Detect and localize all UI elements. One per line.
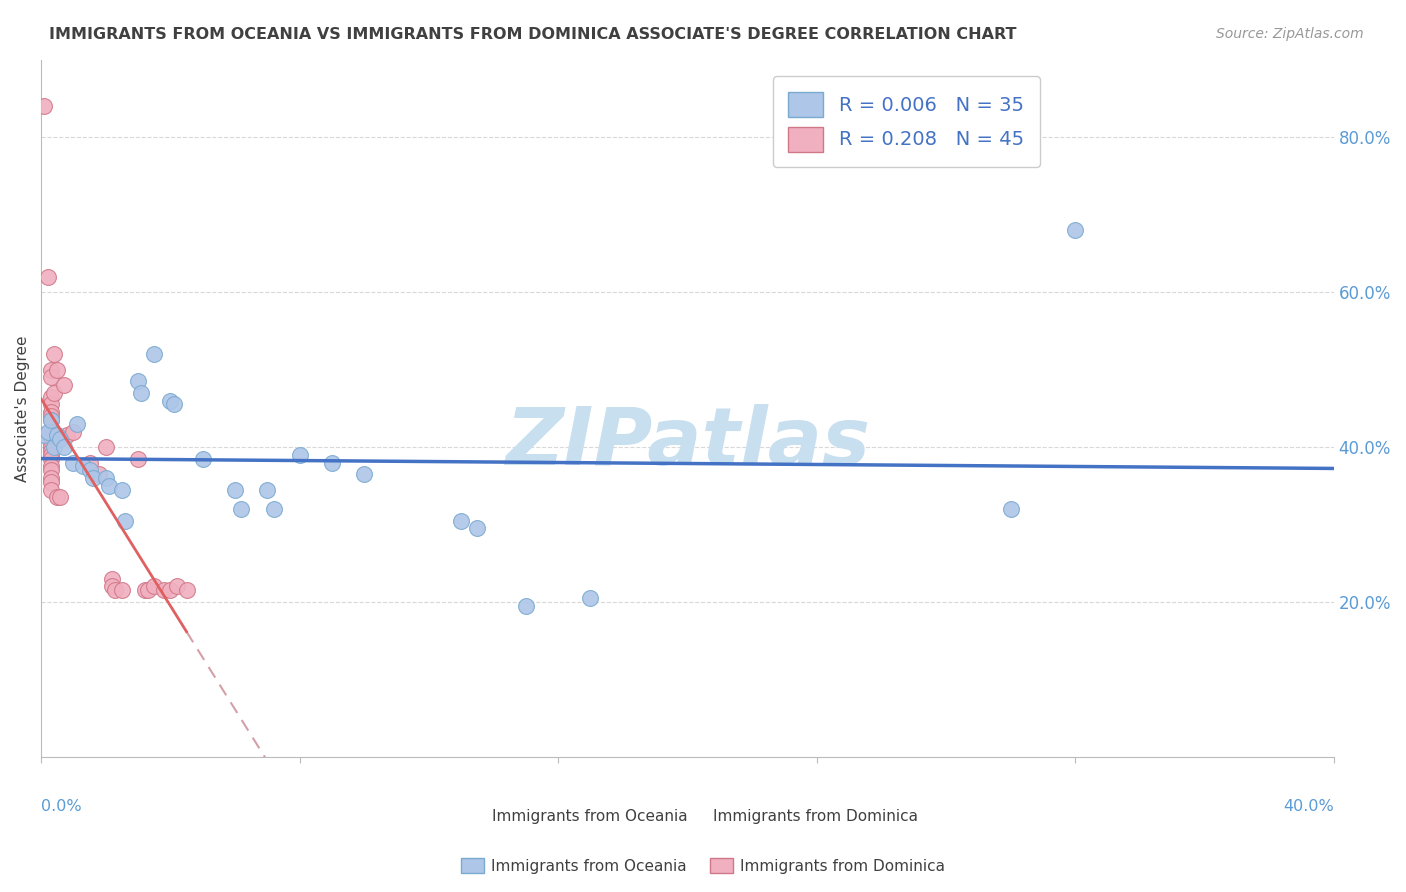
Point (39, 397, 62, 411)
Point (37, 425, 59, 439)
Point (39, 475, 62, 489)
Point (1000, 502, 1022, 516)
Point (515, 599, 537, 613)
Point (79, 456, 101, 470)
Text: 40.0%: 40.0% (1282, 799, 1334, 814)
Point (39, 370, 62, 384)
Point (321, 456, 343, 470)
Point (159, 583, 181, 598)
Point (39, 436, 62, 450)
Text: Immigrants from Dominica: Immigrants from Dominica (713, 809, 918, 824)
Point (39, 471, 62, 485)
Point (39, 409, 62, 423)
Legend: Immigrants from Oceania, Immigrants from Dominica: Immigrants from Oceania, Immigrants from… (454, 852, 952, 880)
Point (39, 451, 62, 466)
Point (39, 405, 62, 419)
Point (37, 269, 59, 284)
Point (129, 385, 152, 400)
Point (101, 572, 124, 586)
Point (62, 425, 84, 439)
Point (46, 362, 69, 376)
Point (34, 99, 56, 113)
Point (39, 443, 62, 458)
Point (39, 448, 62, 462)
Point (39, 428, 62, 442)
Point (34, 428, 56, 442)
Point (467, 521, 489, 535)
Point (39, 413, 62, 427)
Point (101, 580, 124, 594)
Point (52, 378, 75, 392)
Point (143, 580, 166, 594)
Point (82, 471, 104, 485)
Point (1064, 223, 1087, 237)
Point (66, 417, 89, 431)
Point (153, 583, 176, 598)
Point (39, 432, 62, 446)
Point (46, 491, 69, 505)
Text: IMMIGRANTS FROM OCEANIA VS IMMIGRANTS FROM DOMINICA ASSOCIATE'S DEGREE CORRELATI: IMMIGRANTS FROM OCEANIA VS IMMIGRANTS FR… (49, 27, 1017, 42)
Point (111, 483, 134, 497)
Point (114, 514, 136, 528)
Point (191, 451, 214, 466)
Point (39, 459, 62, 474)
Point (143, 347, 166, 361)
Point (224, 483, 246, 497)
Text: Source: ZipAtlas.com: Source: ZipAtlas.com (1216, 27, 1364, 41)
Y-axis label: Associate's Degree: Associate's Degree (15, 335, 30, 482)
Point (136, 583, 159, 598)
Point (39, 413, 62, 427)
Point (72, 459, 94, 474)
Text: ZIPatlas: ZIPatlas (505, 404, 870, 483)
Point (450, 514, 472, 528)
Point (579, 591, 602, 606)
Text: 0.0%: 0.0% (41, 799, 82, 814)
Point (134, 583, 156, 598)
Point (89, 467, 111, 482)
Point (56, 428, 79, 442)
Point (46, 428, 69, 442)
Point (127, 451, 149, 466)
Point (159, 393, 181, 408)
Point (176, 583, 198, 598)
Point (42, 440, 65, 454)
Point (94, 440, 117, 454)
Text: Immigrants from Oceania: Immigrants from Oceania (492, 809, 688, 824)
Point (49, 491, 72, 505)
Point (52, 440, 75, 454)
Point (256, 483, 278, 497)
Point (166, 580, 188, 594)
Point (42, 347, 65, 361)
Point (288, 448, 311, 462)
Point (79, 463, 101, 477)
Point (94, 471, 117, 485)
Point (127, 374, 149, 388)
Point (49, 432, 72, 446)
Point (98, 479, 121, 493)
Point (39, 362, 62, 376)
Point (111, 583, 134, 598)
Point (353, 467, 375, 482)
Legend: R = 0.006   N = 35, R = 0.208   N = 45: R = 0.006 N = 35, R = 0.208 N = 45 (773, 77, 1039, 167)
Point (39, 483, 62, 497)
Point (39, 390, 62, 404)
Point (39, 425, 62, 439)
Point (162, 397, 184, 411)
Point (104, 583, 127, 598)
Point (39, 440, 62, 454)
Point (263, 502, 285, 516)
Point (231, 502, 253, 516)
Point (42, 385, 65, 400)
Point (39, 463, 62, 477)
Point (62, 456, 84, 470)
